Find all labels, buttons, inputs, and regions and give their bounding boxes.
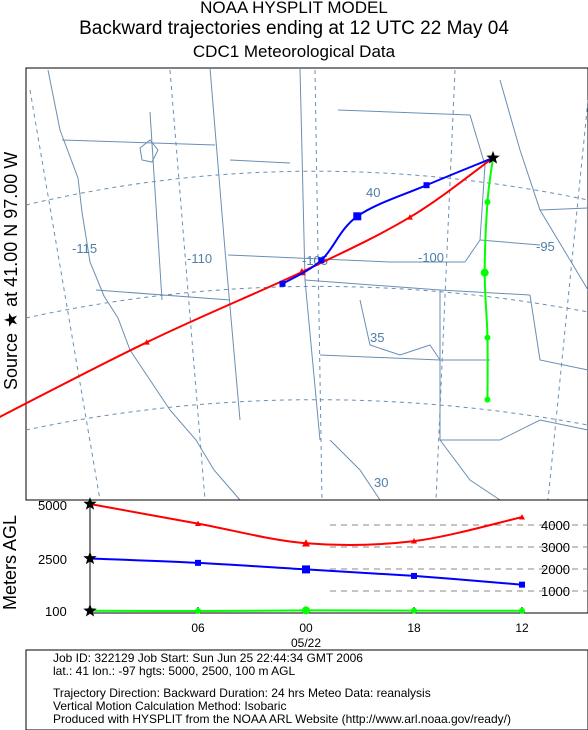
time-label: 06 bbox=[191, 621, 205, 635]
trajectory-map: -115 -110 -105 -100 -95 40 35 30 bbox=[0, 67, 588, 501]
state-border bbox=[229, 159, 291, 164]
grid-labels: -115 -110 -105 -100 -95 40 35 30 bbox=[72, 185, 555, 490]
height-marker-100m bbox=[195, 608, 201, 615]
state-border bbox=[539, 207, 588, 211]
left-tick-label: 2500 bbox=[38, 552, 67, 567]
longitude-label: -100 bbox=[418, 250, 444, 265]
date-label: 05/22 bbox=[291, 636, 321, 650]
lake-shape bbox=[139, 139, 159, 163]
height-profile-panel: 5000 2500 100 4000 3000 2000 1000 12 18 … bbox=[38, 497, 588, 650]
height-marker-100m bbox=[519, 607, 525, 614]
latitude-label: 40 bbox=[366, 185, 380, 200]
state-border bbox=[209, 67, 241, 421]
trajectory-marker-5000m bbox=[143, 339, 150, 345]
right-tick-label: 1000 bbox=[541, 584, 570, 599]
time-label: 18 bbox=[407, 621, 421, 635]
trajectory-marker-100m bbox=[484, 198, 491, 205]
footer-vertical-motion-line: Vertical Motion Calculation Method: Isob… bbox=[53, 699, 287, 713]
footer-credit-line: Produced with HYSPLIT from the NOAA ARL … bbox=[53, 712, 511, 726]
source-star bbox=[486, 150, 500, 164]
longitude-label: -110 bbox=[187, 251, 212, 266]
height-marker-5000m bbox=[302, 539, 310, 547]
time-axis-labels: 12 18 00 06 05/22 bbox=[191, 621, 529, 650]
height-start-star-5000m bbox=[83, 497, 97, 510]
trajectory-marker-100m bbox=[484, 396, 491, 403]
state-border bbox=[149, 111, 163, 301]
longitude-line-95 bbox=[547, 99, 588, 501]
longitude-line-115 bbox=[29, 89, 101, 501]
height-gridlines bbox=[330, 524, 588, 592]
right-tick-label: 4000 bbox=[541, 518, 570, 533]
height-start-star-100m bbox=[83, 603, 97, 617]
latitude-label: 30 bbox=[374, 475, 388, 490]
height-marker-5000m bbox=[411, 538, 417, 544]
state-border bbox=[329, 439, 381, 501]
latitude-label: 35 bbox=[370, 330, 384, 345]
height-marker-5000m bbox=[195, 520, 201, 527]
trajectory-marker-2500m bbox=[279, 280, 286, 287]
footer-location-line: lat.: 41 lon.: -97 hgts: 5000, 2500, 100… bbox=[53, 664, 296, 678]
data-source-title: CDC1 Meteorological Data bbox=[192, 42, 396, 61]
latitude-line-40 bbox=[25, 170, 588, 206]
left-tick-label: 100 bbox=[45, 604, 67, 619]
height-marker-100m bbox=[302, 606, 310, 615]
footer-job-line: Job ID: 322129 Job Start: Sun Jun 25 22:… bbox=[53, 651, 363, 665]
footer-direction-line: Trajectory Direction: Backward Duration:… bbox=[53, 686, 431, 700]
right-tick-label: 3000 bbox=[541, 540, 570, 555]
height-trajectories bbox=[83, 497, 525, 617]
trajectory-marker-100m bbox=[480, 268, 489, 277]
time-label: 00 bbox=[299, 621, 313, 635]
state-border bbox=[499, 419, 588, 441]
right-tick-label: 2000 bbox=[541, 562, 570, 577]
trajectory-marker-5000m bbox=[406, 214, 413, 220]
longitude-label: -115 bbox=[72, 241, 97, 256]
state-border bbox=[359, 299, 441, 361]
trajectory-marker-2500m bbox=[318, 257, 325, 264]
footer-frame bbox=[25, 649, 588, 730]
longitude-label: -105 bbox=[302, 253, 328, 268]
height-marker-2500m bbox=[411, 572, 417, 579]
longitude-label: -95 bbox=[536, 239, 555, 254]
state-border bbox=[439, 439, 501, 501]
state-border bbox=[227, 254, 465, 263]
time-label: 12 bbox=[515, 621, 529, 635]
model-title: NOAA HYSPLIT MODEL bbox=[200, 0, 388, 17]
height-marker-2500m bbox=[195, 559, 201, 566]
state-border bbox=[479, 239, 541, 246]
height-marker-2500m bbox=[519, 581, 525, 588]
trajectory-marker-2500m bbox=[423, 182, 430, 189]
state-border bbox=[61, 139, 216, 146]
height-start-star-2500m bbox=[83, 551, 97, 565]
map-trajectories bbox=[0, 150, 500, 418]
height-marker-2500m bbox=[302, 565, 310, 574]
state-border bbox=[464, 114, 486, 263]
height-marker-100m bbox=[411, 607, 417, 614]
height-axis-ticks: 5000 2500 100 4000 3000 2000 1000 bbox=[38, 498, 570, 619]
trajectory-marker-2500m bbox=[353, 212, 362, 221]
lat-lon-grid bbox=[25, 69, 588, 501]
map-frame bbox=[25, 67, 588, 501]
coastline-west bbox=[47, 69, 241, 501]
height-marker-5000m bbox=[519, 514, 525, 520]
left-tick-label: 5000 bbox=[38, 498, 67, 513]
chart-title: Backward trajectories ending at 12 UTC 2… bbox=[79, 18, 509, 39]
trajectory-marker-100m bbox=[484, 334, 491, 341]
map-boundaries bbox=[47, 67, 588, 501]
state-border bbox=[529, 294, 588, 371]
state-border bbox=[337, 109, 471, 116]
